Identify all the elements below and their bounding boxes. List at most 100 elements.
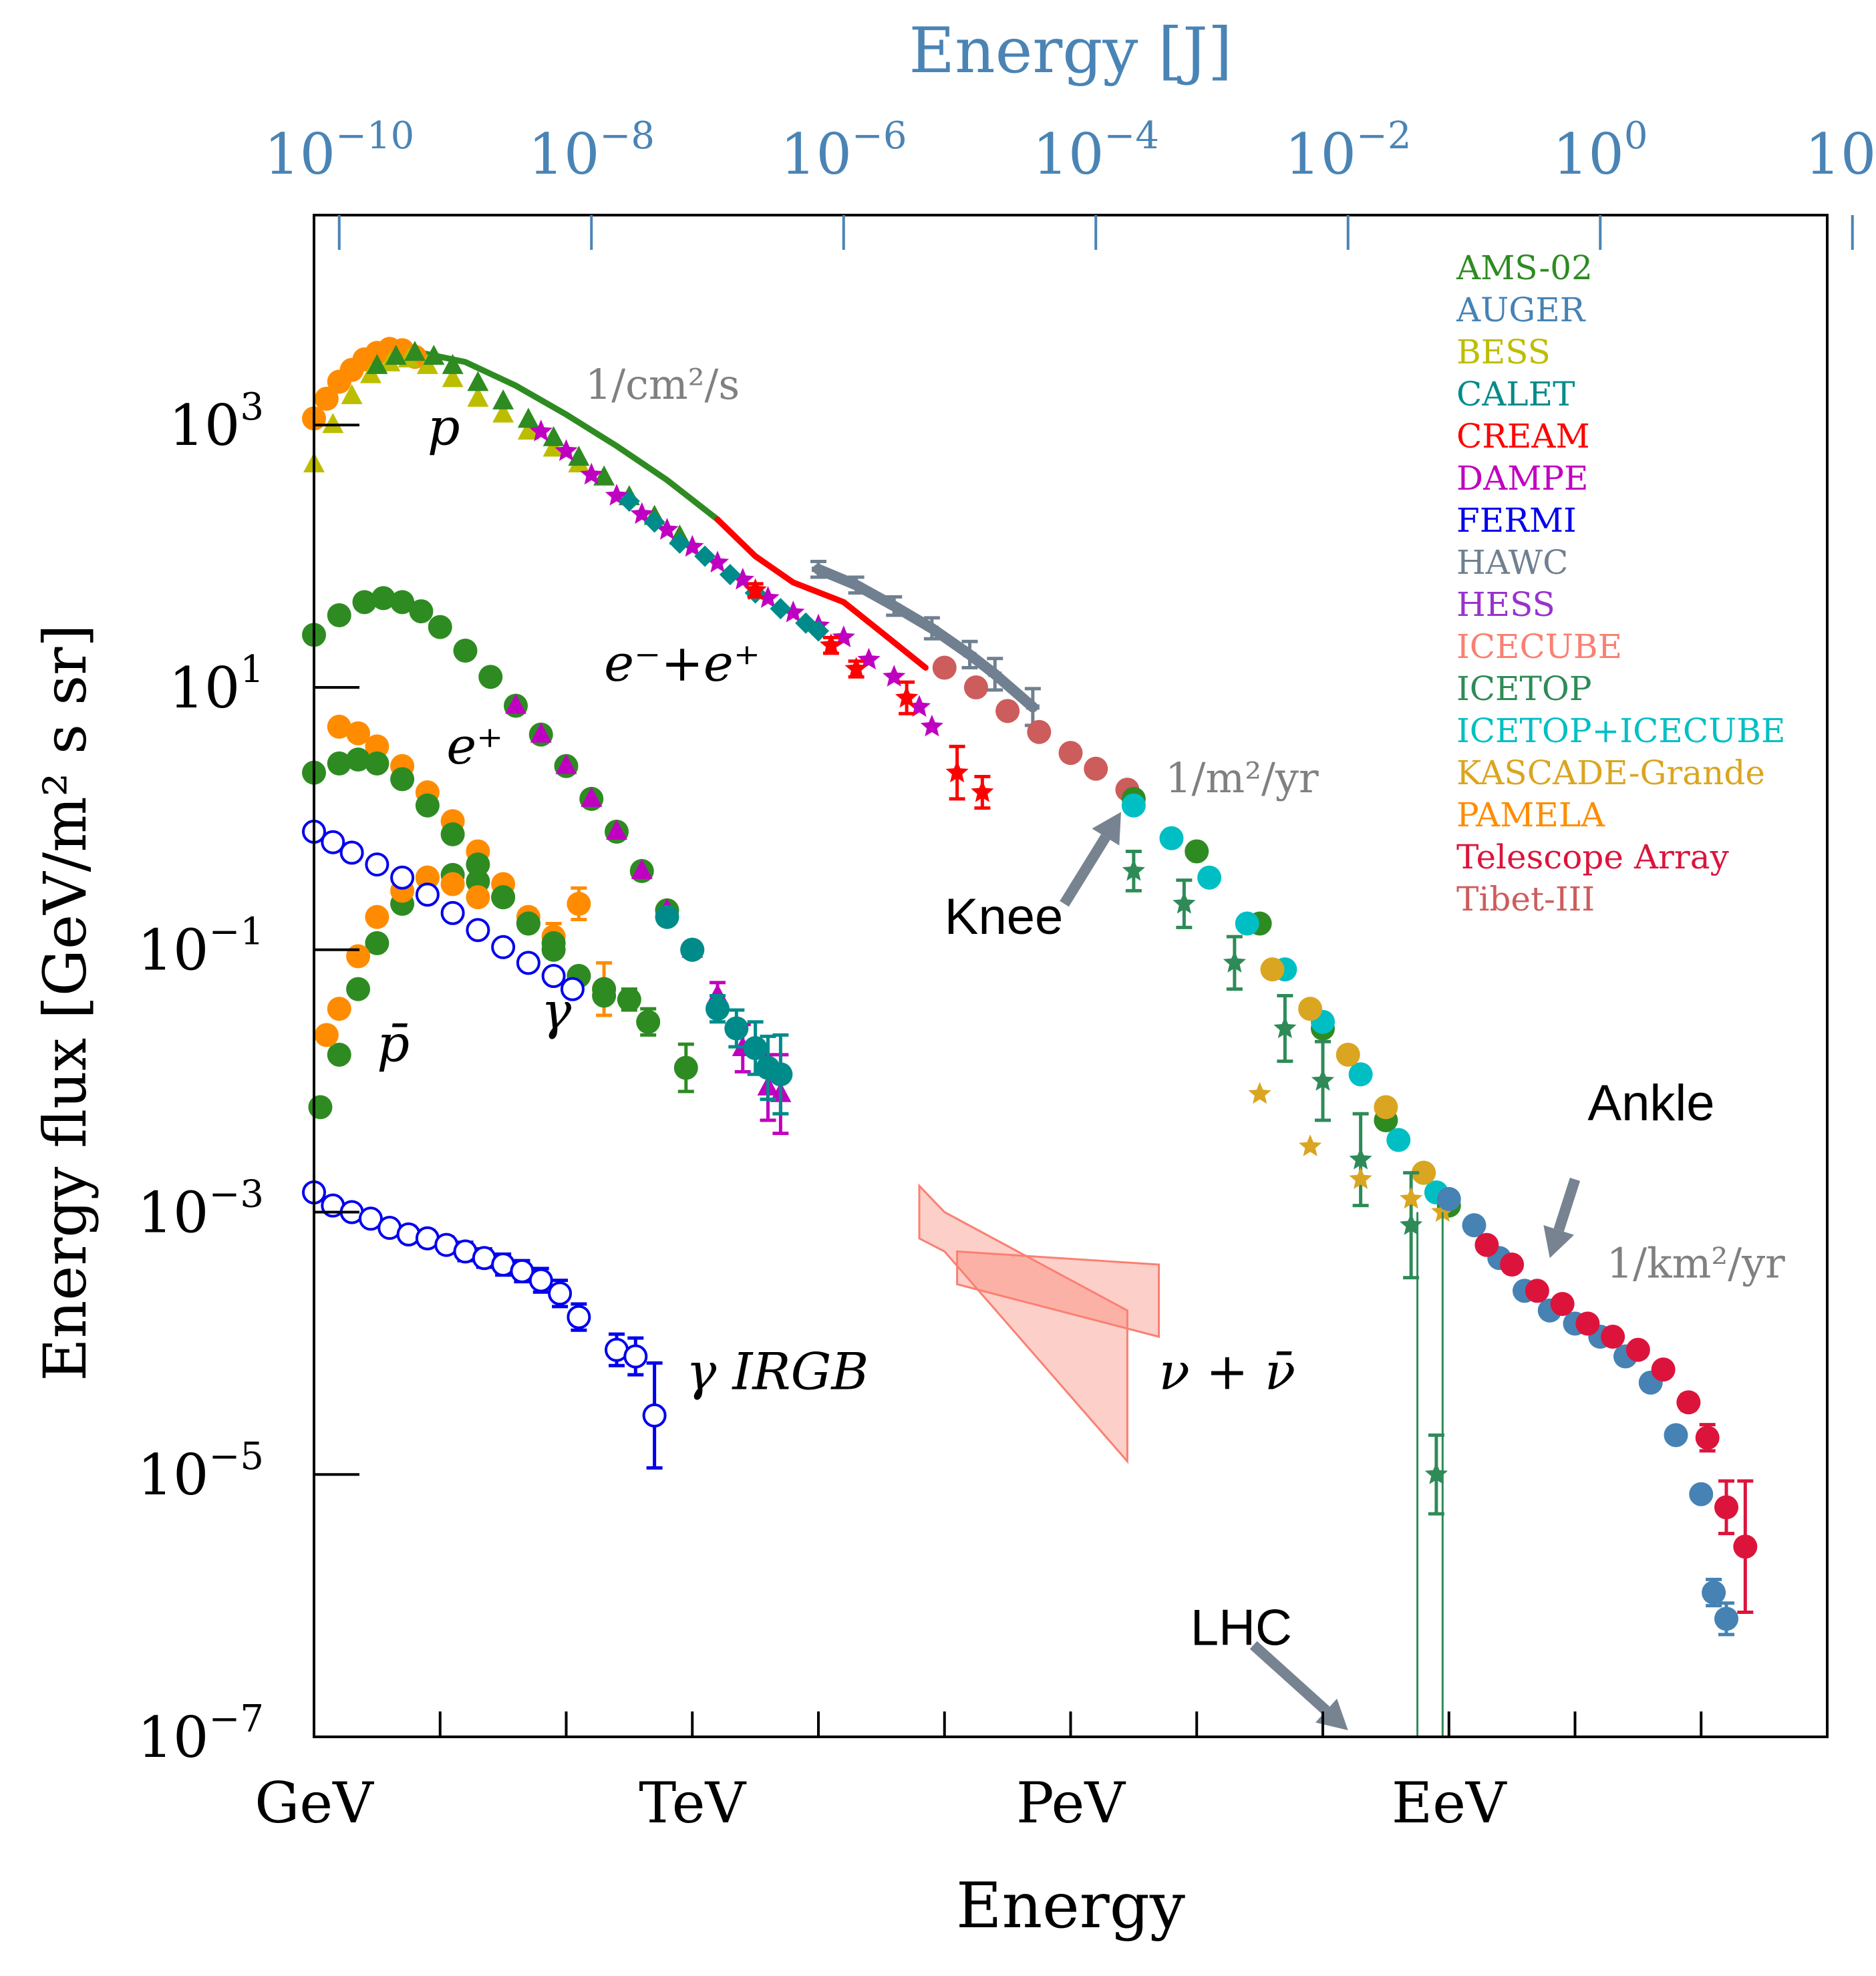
data-point — [1349, 1167, 1372, 1189]
annotation-rate: 1/cm²/s — [585, 360, 740, 409]
data-point — [1336, 1042, 1360, 1067]
data-point — [1462, 1213, 1487, 1238]
data-point — [440, 900, 465, 925]
annotation-rate: 1/m²/yr — [1165, 754, 1319, 802]
neutrino-band — [956, 1250, 1160, 1338]
data-point — [782, 601, 805, 623]
data-point — [365, 852, 389, 877]
data-point — [1400, 1186, 1423, 1209]
data-point — [327, 1042, 351, 1067]
data-point — [887, 603, 901, 609]
data-point — [1664, 1423, 1688, 1448]
data-point — [743, 1036, 768, 1061]
top-x-tick-label: 10−6 — [780, 114, 907, 187]
data-point — [636, 1009, 661, 1034]
data-point — [423, 345, 445, 365]
data-point — [314, 1023, 339, 1047]
data-point — [453, 638, 478, 663]
top-x-tick-exponent: −4 — [1104, 114, 1159, 158]
data-point — [895, 685, 919, 708]
data-point — [371, 586, 396, 611]
legend-entry: ICECUBE — [1456, 627, 1622, 666]
data-point — [516, 911, 540, 936]
neutrino-band — [918, 1183, 1128, 1464]
data-point — [744, 578, 767, 601]
data-point — [681, 534, 704, 557]
data-point — [1235, 911, 1259, 936]
legend-entry: Telescope Array — [1456, 838, 1730, 876]
data-point — [592, 977, 617, 1001]
data-point — [1601, 1325, 1625, 1349]
data-point — [617, 987, 641, 1012]
data-point — [1412, 1160, 1436, 1185]
data-point — [655, 518, 679, 540]
data-point — [390, 767, 415, 792]
series-gamma-irgb-fermi — [302, 1180, 667, 1470]
data-point — [1500, 1253, 1525, 1277]
data-point — [631, 858, 653, 879]
data-point — [1026, 704, 1040, 710]
top-x-tick-exponent: −8 — [599, 114, 655, 158]
top-x-tick-exponent: 0 — [1624, 114, 1648, 158]
data-point — [365, 931, 389, 955]
data-point — [971, 780, 994, 802]
data-point — [404, 341, 426, 361]
legend-entry: ICETOP+ICECUBE — [1456, 711, 1786, 750]
y-tick-exponent: 1 — [240, 648, 264, 691]
data-point — [1159, 826, 1184, 850]
data-point — [995, 699, 1020, 723]
annotation-species: e⁺ — [446, 716, 503, 776]
data-point — [724, 1016, 749, 1041]
knee-arrow — [1060, 834, 1110, 907]
y-tick-exponent: −1 — [208, 911, 264, 954]
data-point — [365, 904, 389, 929]
data-point — [491, 885, 516, 910]
data-point — [580, 462, 603, 485]
legend-entry: BESS — [1456, 333, 1551, 371]
data-point — [1689, 1482, 1714, 1506]
data-point — [541, 937, 566, 962]
data-point — [706, 997, 730, 1021]
data-point — [442, 353, 464, 374]
data-point — [365, 751, 389, 776]
data-point — [385, 345, 407, 365]
data-point — [555, 439, 578, 461]
data-point — [643, 511, 665, 533]
data-point — [415, 793, 440, 818]
data-point — [327, 603, 351, 627]
data-point — [505, 693, 526, 714]
data-point — [1474, 1232, 1499, 1257]
data-point — [719, 564, 741, 586]
legend: AMS-02 AUGER BESS CALETCREAMDAMPEFERMIHAWCH… — [1456, 249, 1786, 919]
data-point — [819, 633, 842, 655]
legend-entry: FERMI — [1456, 501, 1577, 540]
series-kascade-grande-light- — [1248, 1082, 1454, 1222]
top-x-tick-label: 102 — [1805, 114, 1876, 187]
y-tick-exponent: −5 — [208, 1435, 264, 1478]
legend-entry: ICETOP — [1456, 669, 1592, 708]
legend-entry: AUGER — [1456, 291, 1586, 329]
annotation-species: γ IRGB — [686, 1342, 869, 1402]
data-point — [541, 964, 566, 988]
data-point — [1027, 719, 1052, 744]
annotation-marker: Knee — [945, 888, 1064, 945]
data-point — [907, 695, 931, 717]
data-point — [932, 655, 957, 680]
data-point — [1436, 1186, 1461, 1211]
data-point — [857, 647, 881, 670]
legend-entry: HAWC — [1456, 543, 1568, 582]
data-point — [517, 407, 539, 428]
data-point — [491, 935, 516, 959]
data-point — [1625, 1337, 1650, 1362]
data-point — [1197, 865, 1222, 890]
data-point — [346, 721, 371, 746]
data-point — [642, 1403, 667, 1428]
y-axis-label: Energy flux [GeV/m² s sr] — [31, 624, 100, 1381]
x-axis-label: Energy — [956, 1870, 1185, 1943]
data-point — [1651, 1357, 1676, 1382]
series-telescope-array — [1474, 1232, 1758, 1614]
data-point — [415, 865, 440, 890]
data-point — [1714, 1495, 1738, 1520]
series-line — [418, 349, 721, 523]
